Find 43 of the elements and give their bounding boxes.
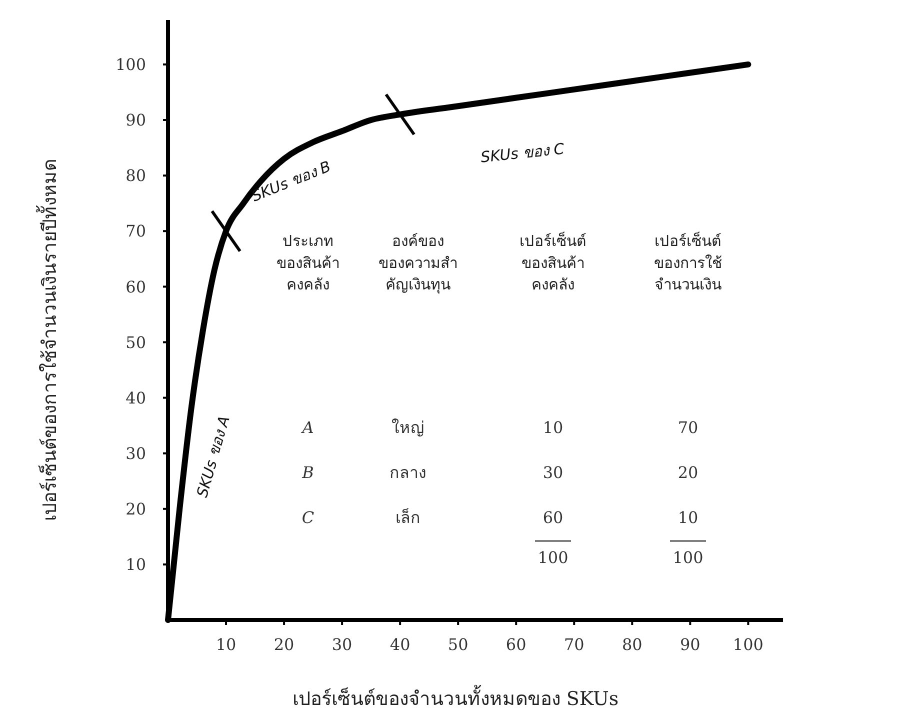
category-label: C	[302, 508, 314, 527]
x-tick-label: 70	[564, 635, 584, 654]
annotation: องค์ของ ของความสำ คัญเงินทุน	[378, 232, 458, 294]
text: 100	[538, 548, 568, 567]
y-tick-label: 20	[126, 499, 146, 518]
text: เปอร์เซ็นต์ ของสินค้า คงคลัง	[520, 231, 586, 294]
x-tick-label: 30	[332, 635, 352, 654]
y-tick-label: 60	[126, 277, 146, 296]
y-tick-label: 30	[126, 444, 146, 463]
data-label: 60	[542, 508, 564, 527]
annotation: SKUs ของ A	[193, 414, 234, 500]
x-tick-label: 50	[448, 635, 468, 654]
y-tick-label: 70	[126, 222, 146, 241]
x-tick-label: 40	[390, 635, 410, 654]
text: ประเภท ของสินค้า คงคลัง	[276, 232, 340, 294]
y-tick-label: 40	[126, 388, 146, 408]
y-tick-label: 90	[126, 110, 146, 130]
x-tick-label: 20	[274, 635, 294, 654]
x-axis-title: เปอร์เซ็นต์ของจำนวนทั้งหมดของ SKUs	[292, 685, 619, 710]
annotation: SKUs ของ B	[248, 157, 334, 206]
y-tick-label: 80	[126, 166, 146, 186]
annotation: ใหญ่	[392, 418, 424, 437]
y-tick-label: 100	[115, 55, 146, 74]
category-label: B	[301, 463, 314, 482]
data-label: 10	[542, 418, 564, 437]
x-tick-label: 60	[506, 635, 526, 654]
annotation: เล็ก	[396, 507, 420, 527]
y-tick-label: 10	[126, 555, 146, 574]
x-tick-label: 10	[216, 635, 236, 654]
text: เปอร์เซ็นต์ ของการใช้ จำนวนเงิน	[654, 231, 722, 294]
annotation: กลาง	[390, 463, 426, 482]
annotation: SKUs ของ C	[480, 140, 566, 166]
x-tick-label: 100	[732, 635, 764, 654]
data-label: 70	[678, 418, 698, 437]
data-label: 20	[678, 463, 698, 482]
category-label: A	[300, 418, 314, 437]
text: 100	[672, 548, 704, 567]
y-axis-title: เปอร์เซ็นต์ของการใช้จำนวนเงินรายปีทั้งหมด	[36, 159, 61, 521]
y-tick-label: 50	[126, 332, 146, 352]
data-label: 10	[678, 508, 698, 527]
x-tick-label: 80	[622, 635, 642, 654]
x-tick-label: 90	[680, 635, 700, 654]
data-label: 30	[542, 463, 564, 482]
